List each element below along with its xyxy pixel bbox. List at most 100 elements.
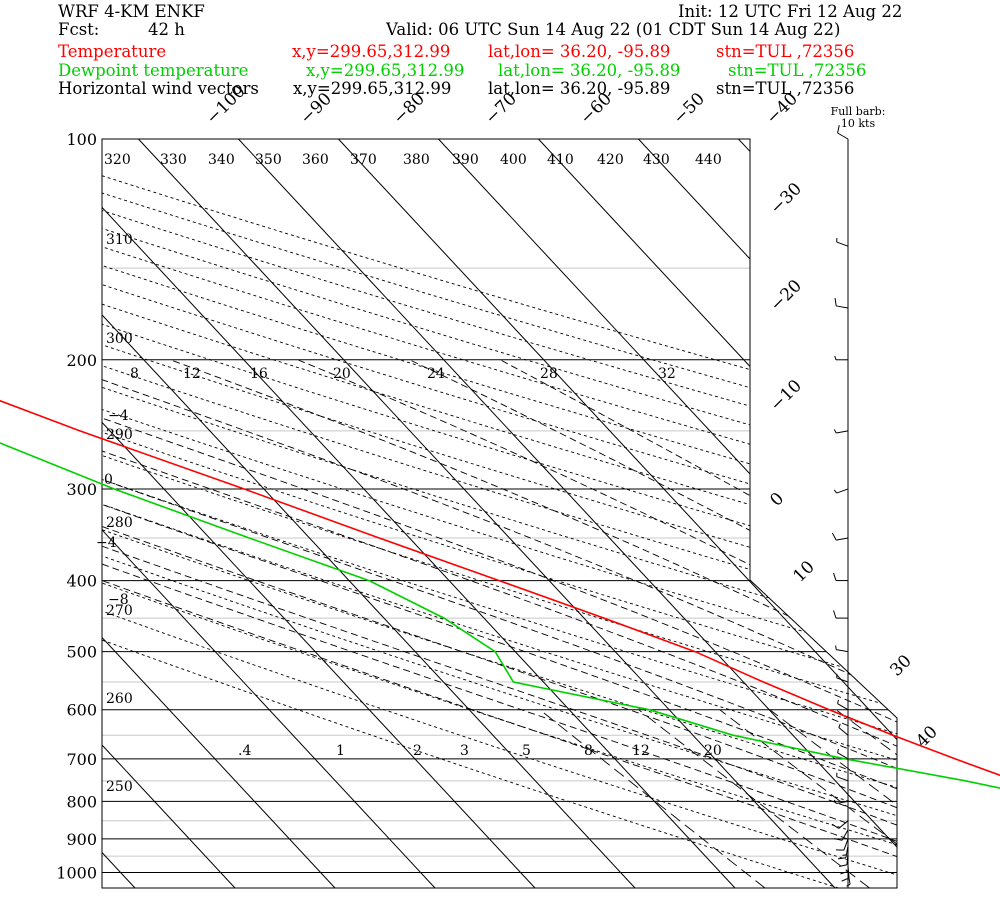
- mixing-ratio-label: 8: [584, 743, 593, 759]
- legend-temperature-name: Temperature: [58, 42, 167, 61]
- pseudoadiabat-label: 0: [104, 472, 113, 488]
- wind-barb-flag-full: [840, 870, 849, 875]
- isotherm: [102, 139, 636, 888]
- pseudoadiabat-label: 16: [250, 366, 268, 382]
- dry-adiabat: [102, 139, 897, 888]
- dry-adiabat-label: 290: [106, 427, 133, 443]
- wind-barb-flag-half: [835, 645, 837, 650]
- wind-barb-flag-half: [837, 699, 839, 704]
- mixing-ratio-label: 1: [336, 743, 345, 759]
- pseudoadiabat: [102, 359, 897, 873]
- diagram-frame: [101, 138, 898, 889]
- wind-barb-flag-full: [833, 610, 837, 619]
- dry-adiabat-label: 370: [350, 152, 377, 168]
- wind-barb-flag-full: [831, 823, 840, 829]
- pseudoadiabat: [102, 359, 897, 873]
- isotherm-label: −40: [762, 89, 802, 129]
- pseudoadiabat: [102, 359, 897, 873]
- wind-barb-flag-half: [837, 748, 839, 753]
- mixing-ratio-label: .4: [238, 743, 251, 759]
- isotherm: [102, 139, 136, 888]
- wind-barb-shaft: [845, 845, 849, 858]
- wind-barb-flag-full: [839, 864, 848, 867]
- pseudoadiabat: [102, 359, 897, 873]
- wind-barb: [833, 572, 848, 582]
- wind-barb-flag-half: [833, 429, 837, 434]
- pseudoadiabat: [102, 359, 897, 873]
- isotherm-label: −90: [296, 89, 336, 129]
- mixing-ratio-line: [539, 709, 766, 888]
- dry-adiabat-label: 250: [106, 779, 133, 795]
- legend-dewpoint-name: Dewpoint temperature: [58, 61, 249, 80]
- dry-adiabat: [102, 139, 897, 888]
- wind-barb: [838, 723, 849, 736]
- wind-barb-flag-full: [834, 297, 837, 307]
- mixing-ratio-label: 12: [632, 743, 650, 759]
- dry-adiabat-label: 350: [255, 152, 282, 168]
- dry-adiabat-label: 440: [695, 152, 722, 168]
- wind-barb: [837, 125, 849, 140]
- dry-adiabat: [102, 139, 897, 888]
- isotherm-label: 40: [912, 722, 941, 751]
- wind-barb-shaft: [836, 537, 849, 541]
- pseudoadiabat: [102, 359, 897, 873]
- wind-barb-shaft: [836, 649, 849, 653]
- isotherm-label: 30: [886, 651, 915, 680]
- pressure-label: 800: [66, 792, 97, 811]
- legend-temperature-stn: stn=TUL ,72356: [716, 42, 855, 61]
- pseudoadiabat: [102, 359, 897, 873]
- isotherm: [0, 139, 35, 888]
- pseudoadiabat: [102, 359, 897, 873]
- wind-barb: [833, 799, 849, 804]
- dry-adiabat: [102, 139, 897, 888]
- pressure-label: 300: [66, 480, 97, 499]
- mixing-ratio-label: 5: [522, 743, 531, 759]
- dry-adiabat: [102, 139, 897, 888]
- dry-adiabat: [102, 139, 897, 888]
- temperature-line: [0, 399, 1000, 777]
- mixing-ratio-label: 3: [460, 743, 469, 759]
- pressure-label: 200: [66, 351, 97, 370]
- wind-barb-flag-half: [838, 723, 841, 728]
- wind-barb-flag-full: [834, 838, 843, 841]
- wind-barb: [833, 429, 849, 434]
- isotherm: [638, 139, 897, 888]
- wind-barb-flag-full: [841, 877, 850, 882]
- wind-barb-flag-half: [842, 854, 847, 856]
- wind-barb-flag-half: [833, 799, 837, 804]
- dry-adiabat: [102, 139, 897, 888]
- wind-barb: [831, 820, 849, 829]
- dry-adiabat: [102, 139, 897, 888]
- mixing-ratio-line: [719, 709, 897, 888]
- dry-adiabat: [102, 139, 897, 888]
- wind-barb-flag-half: [846, 883, 851, 887]
- wind-barb-shaft: [836, 776, 849, 782]
- pseudoadiabat-label: 24: [427, 366, 445, 382]
- dry-adiabat: [102, 139, 897, 888]
- legend-dewpoint-xy: x,y=299.65,312.99: [306, 61, 465, 80]
- wind-barb: [834, 829, 849, 841]
- dry-adiabat-label: 340: [208, 152, 235, 168]
- mixing-ratio-line: [638, 709, 870, 888]
- dry-adiabat-label: 310: [106, 232, 133, 248]
- wind-barb: [836, 772, 849, 782]
- dry-adiabat-label: 320: [104, 152, 131, 168]
- wind-barb: [831, 532, 849, 541]
- plot-area: [0, 139, 897, 888]
- isotherm-label: −60: [576, 89, 616, 129]
- wind-barb: [837, 748, 849, 760]
- dry-adiabat-label: 300: [106, 331, 133, 347]
- isotherm-label: 0: [766, 489, 788, 511]
- dry-adiabat-label: 260: [106, 691, 133, 707]
- isotherm-label: 10: [789, 557, 818, 586]
- dry-adiabat: [102, 139, 897, 888]
- dewpoint-line: [0, 442, 1000, 789]
- barb-note-line1: Full barb:: [831, 105, 886, 118]
- isotherm-label: −100: [202, 81, 249, 128]
- forecast-hour: 42 h: [148, 20, 185, 39]
- isotherm: [538, 139, 897, 888]
- pseudoadiabat-label: −8: [108, 592, 129, 608]
- forecast-label: Fcst:: [58, 20, 100, 39]
- wind-barb: [833, 610, 848, 619]
- pressure-label: 900: [66, 830, 97, 849]
